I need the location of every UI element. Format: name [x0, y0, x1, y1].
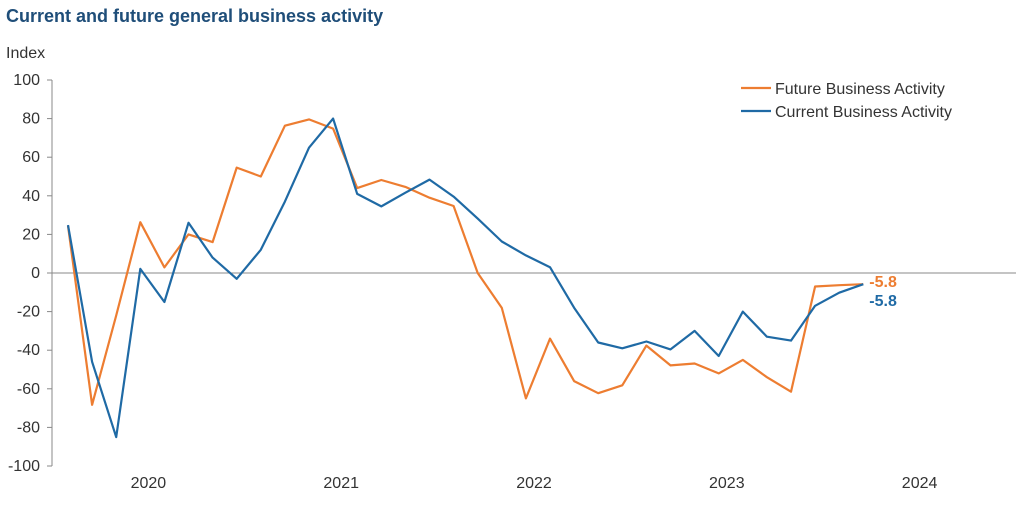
y-tick-label: 20	[22, 226, 40, 243]
legend-entry: Current Business Activity	[775, 104, 952, 121]
legend-entry: Future Business Activity	[775, 81, 945, 98]
y-tick-label: -80	[17, 419, 40, 436]
x-tick-label-2024: 2024	[902, 475, 938, 492]
y-tick-label: -20	[17, 304, 40, 321]
y-tick-label: -60	[17, 381, 40, 398]
series-line-future-business-activity	[66, 118, 864, 406]
y-tick-label: -100	[8, 458, 40, 475]
series-line-current-business-activity	[66, 117, 864, 439]
y-tick-label: -40	[17, 342, 40, 359]
x-tick-label-2021: 2021	[323, 475, 359, 492]
end-label-current-business-activity: -5.8	[869, 293, 897, 310]
chart-title: Current and future general business acti…	[6, 6, 384, 26]
x-tick-label-2022: 2022	[516, 475, 552, 492]
y-tick-label: 60	[22, 149, 40, 166]
y-tick-label: 40	[22, 188, 40, 205]
y-tick-label: 80	[22, 111, 40, 128]
x-tick-label-2020: 2020	[131, 475, 167, 492]
y-tick-label: 0	[31, 265, 40, 282]
end-label-future-business-activity: -5.8	[869, 274, 897, 291]
y-axis-label: Index	[6, 45, 45, 62]
x-tick-label-2023: 2023	[709, 475, 745, 492]
y-tick-label: 100	[13, 72, 40, 89]
